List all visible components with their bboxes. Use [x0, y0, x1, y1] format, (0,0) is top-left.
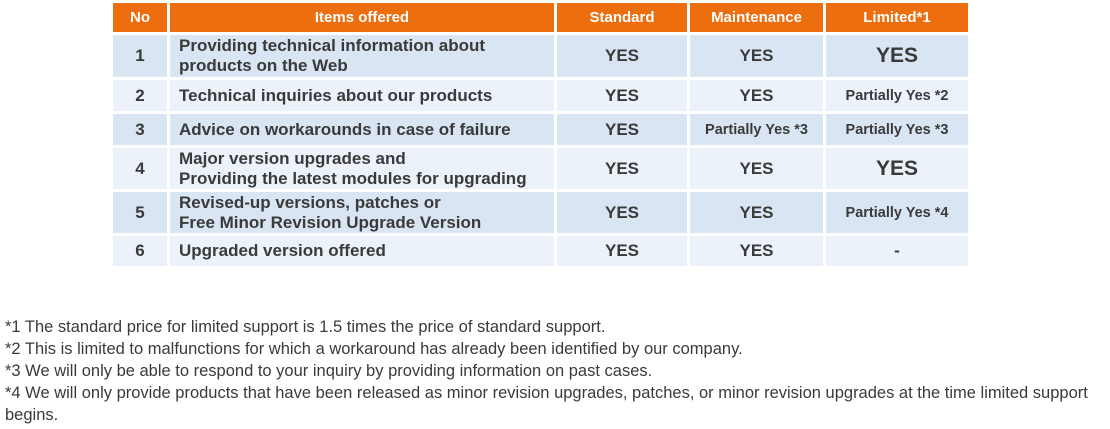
cell-limited: YES: [826, 35, 968, 77]
cell-no: 2: [113, 80, 167, 111]
cell-no: 5: [113, 192, 167, 233]
footnote: *2 This is limited to malfunctions for w…: [5, 340, 743, 358]
cell-standard: YES: [557, 148, 687, 189]
footnotes: *1 The standard price for limited suppor…: [5, 316, 1105, 426]
cell-maintenance: Partially Yes *3: [690, 114, 823, 145]
cell-limited: Partially Yes *2: [826, 80, 968, 111]
cell-standard: YES: [557, 114, 687, 145]
table-row: 3 Advice on workarounds in case of failu…: [113, 114, 968, 145]
cell-maintenance: YES: [690, 192, 823, 233]
column-header-maintenance: Maintenance: [690, 3, 823, 32]
cell-item: Technical inquiries about our products: [170, 80, 554, 111]
cell-item: Upgraded version offered: [170, 236, 554, 266]
table-header-row: No Items offered Standard Maintenance Li…: [113, 3, 968, 32]
cell-item: Revised-up versions, patches or Free Min…: [170, 192, 554, 233]
column-header-limited: Limited*1: [826, 3, 968, 32]
cell-limited: Partially Yes *4: [826, 192, 968, 233]
cell-limited: -: [826, 236, 968, 266]
cell-maintenance: YES: [690, 236, 823, 266]
support-comparison-table: No Items offered Standard Maintenance Li…: [110, 0, 971, 269]
column-header-standard: Standard: [557, 3, 687, 32]
cell-limited: YES: [826, 148, 968, 189]
cell-standard: YES: [557, 80, 687, 111]
table-row: 1 Providing technical information about …: [113, 35, 968, 77]
footnote: *4 We will only provide products that ha…: [5, 384, 1088, 424]
cell-standard: YES: [557, 236, 687, 266]
cell-item: Providing technical information about pr…: [170, 35, 554, 77]
footnote: *1 The standard price for limited suppor…: [5, 318, 606, 336]
cell-standard: YES: [557, 192, 687, 233]
cell-item: Advice on workarounds in case of failure: [170, 114, 554, 145]
cell-maintenance: YES: [690, 148, 823, 189]
table-row: 6 Upgraded version offered YES YES -: [113, 236, 968, 266]
footnote: *3 We will only be able to respond to yo…: [5, 362, 653, 380]
table-row: 5 Revised-up versions, patches or Free M…: [113, 192, 968, 233]
column-header-items-offered: Items offered: [170, 3, 554, 32]
table-row: 2 Technical inquiries about our products…: [113, 80, 968, 111]
cell-limited: Partially Yes *3: [826, 114, 968, 145]
cell-no: 4: [113, 148, 167, 189]
cell-no: 3: [113, 114, 167, 145]
cell-maintenance: YES: [690, 35, 823, 77]
cell-maintenance: YES: [690, 80, 823, 111]
cell-no: 1: [113, 35, 167, 77]
column-header-no: No: [113, 3, 167, 32]
table-row: 4 Major version upgrades and Providing t…: [113, 148, 968, 189]
cell-standard: YES: [557, 35, 687, 77]
cell-item: Major version upgrades and Providing the…: [170, 148, 554, 189]
cell-no: 6: [113, 236, 167, 266]
